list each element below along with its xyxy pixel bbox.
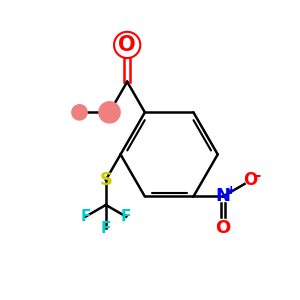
Text: F: F <box>80 209 91 224</box>
Circle shape <box>72 105 87 120</box>
Text: -: - <box>254 168 260 183</box>
Text: S: S <box>99 171 112 189</box>
Circle shape <box>99 102 120 123</box>
Text: O: O <box>118 35 136 55</box>
Text: F: F <box>100 221 111 236</box>
Text: +: + <box>226 184 236 196</box>
Text: O: O <box>215 219 230 237</box>
Text: N: N <box>215 188 230 206</box>
Text: O: O <box>243 171 257 189</box>
Text: F: F <box>121 209 131 224</box>
